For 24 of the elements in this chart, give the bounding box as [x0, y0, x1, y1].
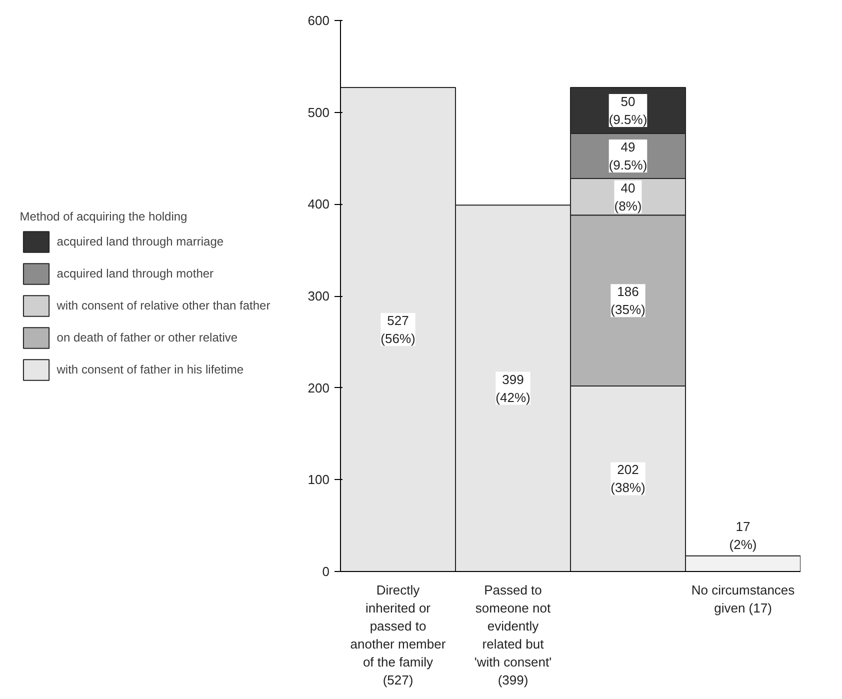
y-tick-label: 500 — [308, 104, 330, 120]
y-tick-label: 400 — [308, 196, 330, 212]
x-tick-label: Passed to someone not evidently related but 'with consent' (399) — [474, 582, 552, 688]
y-tick-label: 100 — [308, 472, 330, 488]
x-tick-label: No circumstances given (17) — [691, 582, 796, 616]
data-label: 186 (35%) — [610, 284, 646, 318]
legend-label: with consent of father in his lifetime — [56, 362, 244, 376]
data-label: 399 (42%) — [496, 372, 530, 405]
y-tick-label: 300 — [308, 288, 330, 304]
data-label: 17 (2%) — [729, 519, 757, 552]
legend-label: on death of father or other relative — [56, 330, 238, 344]
data-label: 40 (8%) — [614, 180, 642, 214]
data-label: 202 (38%) — [610, 462, 646, 496]
y-tick-label: 200 — [308, 380, 330, 396]
data-label: 49 (9.5%) — [608, 139, 648, 172]
data-label: 50 (9.5%) — [608, 94, 648, 127]
legend-title: Method of acquiring the holding — [20, 209, 188, 223]
legend-label: acquired land through marriage — [56, 234, 224, 248]
y-tick-label: 0 — [322, 564, 330, 579]
legend-label: acquired land through mother — [56, 266, 214, 280]
legend-label: with consent of relative other than father — [56, 298, 270, 312]
x-tick-label: Directly inherited or passed to another member of the family (527) — [350, 582, 446, 688]
y-tick-label: 600 — [308, 13, 330, 28]
data-label: 527 (56%) — [380, 313, 416, 346]
